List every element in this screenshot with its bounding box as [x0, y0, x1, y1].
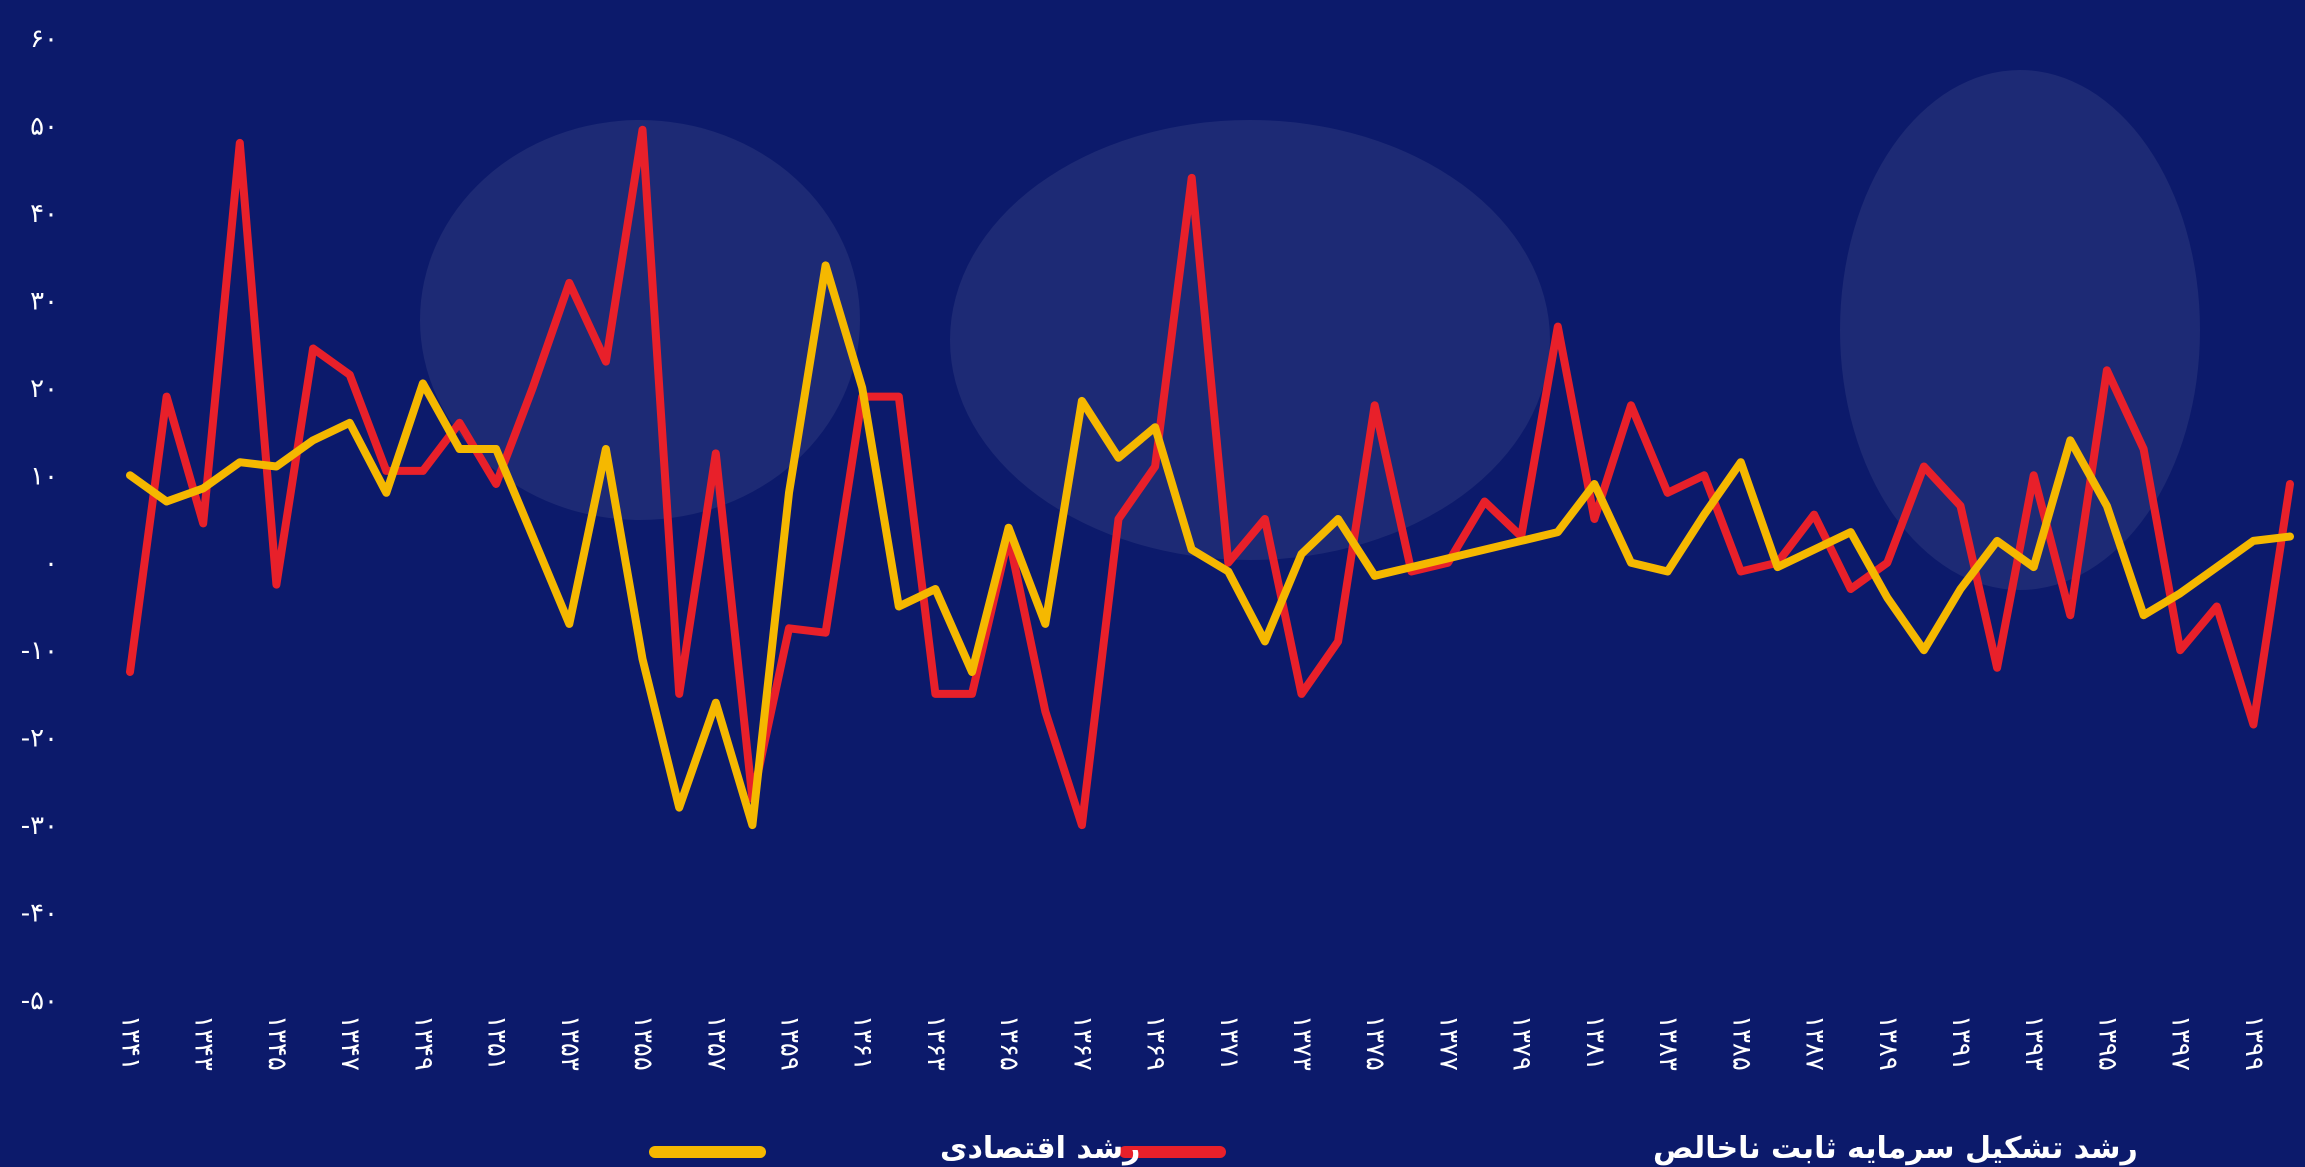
legend: رشد تشکیل سرمایه ثابت ناخالص رشد اقتصادی [649, 1131, 2138, 1166]
x-tick-label: ۱۳۷۳ [1287, 1015, 1317, 1071]
y-tick-label: ۱۰ [30, 461, 58, 491]
x-tick-label: ۱۳۵۳ [555, 1015, 585, 1071]
x-tick-label: ۱۳۹۱ [1946, 1015, 1976, 1071]
series-line-economic-growth [126, 261, 2294, 830]
x-tick-label: ۱۳۶۳ [921, 1015, 951, 1071]
x-tick-label: ۱۳۶۱ [848, 1015, 878, 1071]
y-tick-label: ۲۰ [30, 374, 58, 404]
x-tick-label: ۱۳۸۱ [1580, 1015, 1610, 1071]
x-tick-label: ۱۳۵۷ [701, 1015, 731, 1071]
y-tick-label: ۳۰ [30, 286, 58, 316]
x-tick-label: ۱۳۴۷ [335, 1015, 365, 1071]
x-tick-label: ۱۳۸۳ [1653, 1015, 1683, 1071]
x-tick-label: ۱۳۴۱ [116, 1015, 146, 1071]
x-tick-label: ۱۳۷۹ [1507, 1015, 1537, 1071]
y-tick-label: -۴۰ [21, 899, 58, 929]
y-tick-label: -۱۰ [21, 636, 58, 666]
x-tick-label: ۱۳۸۷ [1800, 1015, 1830, 1071]
x-tick-label: ۱۳۵۹ [774, 1015, 804, 1071]
watermark-logo [420, 70, 2200, 590]
x-tick-label: ۱۳۹۵ [2092, 1015, 2122, 1071]
x-tick-label: ۱۳۴۹ [408, 1015, 438, 1071]
x-tick-label: ۱۳۶۷ [1067, 1015, 1097, 1071]
y-tick-label: ۰ [44, 549, 58, 579]
y-tick-label: -۲۰ [21, 724, 58, 754]
x-tick-label: ۱۳۵۱ [482, 1015, 512, 1071]
x-axis: ۱۳۴۱ ۱۳۴۳ ۱۳۴۵ ۱۳۴۷ ۱۳۴۹ ۱۳۵۱ ۱۳۵۳ ۱۳۵۵ ۱۳۵۷ ۱۳۵۹… [116, 1015, 2269, 1071]
x-tick-label: ۱۳۷۵ [1360, 1015, 1390, 1071]
x-tick-label: ۱۳۹۹ [2239, 1015, 2269, 1071]
x-tick-label: ۱۳۴۳ [189, 1015, 219, 1071]
x-tick-label: ۱۳۷۱ [1214, 1015, 1244, 1071]
series-layer [126, 125, 2294, 830]
x-tick-label: ۱۳۴۵ [262, 1015, 292, 1071]
x-tick-label: ۱۳۹۳ [2019, 1015, 2049, 1071]
y-axis: ۶۰ ۵۰ ۴۰ ۳۰ ۲۰ ۱۰ ۰ -۱۰ -۲۰ -۳۰ -۴۰ -۵۰ [21, 24, 58, 1016]
y-tick-label: -۳۰ [21, 811, 58, 841]
y-tick-label: -۵۰ [21, 986, 58, 1016]
x-tick-label: ۱۳۵۵ [628, 1015, 658, 1071]
x-tick-label: ۱۳۹۷ [2166, 1015, 2196, 1071]
legend-label: رشد تشکیل سرمایه ثابت ناخالص [1653, 1131, 2138, 1166]
x-tick-label: ۱۳۶۹ [1141, 1015, 1171, 1071]
series-line-gfcf-growth [126, 125, 2294, 830]
x-tick-label: ۱۳۷۷ [1433, 1015, 1463, 1071]
y-tick-label: ۴۰ [30, 199, 58, 229]
y-tick-label: ۵۰ [30, 111, 58, 141]
x-tick-label: ۱۳۸۵ [1726, 1015, 1756, 1071]
x-tick-label: ۱۳۶۵ [994, 1015, 1024, 1071]
y-tick-label: ۶۰ [30, 24, 58, 54]
legend-label: رشد اقتصادی [940, 1131, 1140, 1166]
x-tick-label: ۱۳۸۹ [1873, 1015, 1903, 1071]
